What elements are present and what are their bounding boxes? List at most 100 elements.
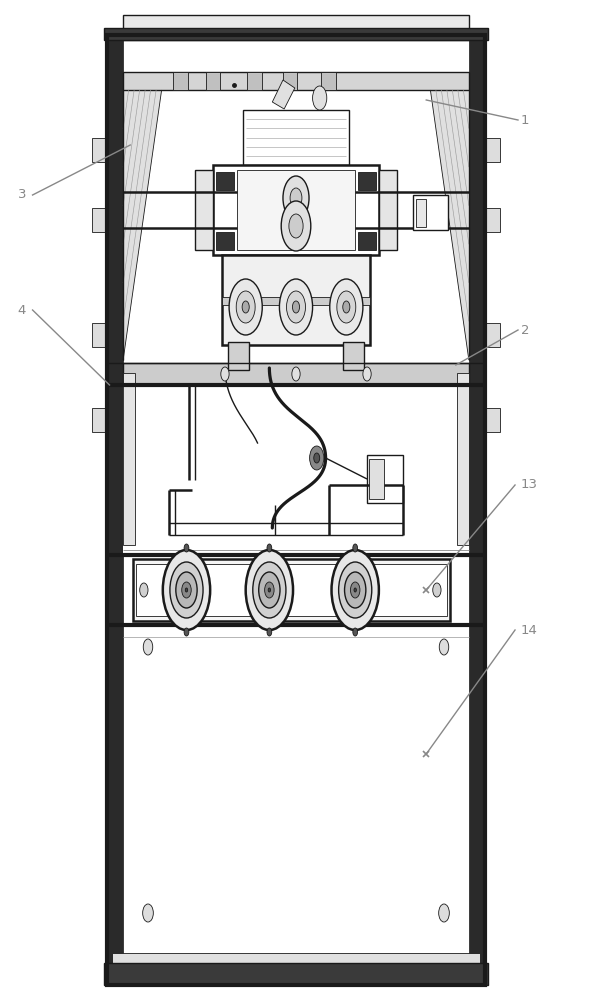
Circle shape [279,279,313,335]
Bar [92,323,108,347]
Bar [213,165,379,255]
Bar [457,373,469,545]
Bar [107,35,485,985]
Circle shape [439,639,449,655]
Circle shape [184,628,189,636]
Circle shape [290,188,302,208]
Bar [104,28,488,40]
Text: 4: 4 [18,304,26,316]
Circle shape [170,562,203,618]
Bar [123,373,135,545]
Circle shape [339,562,372,618]
Polygon shape [430,90,469,360]
Bar [206,72,220,90]
Bar [321,72,336,90]
Bar [123,363,469,555]
Bar [92,138,108,162]
Circle shape [184,544,189,552]
Circle shape [182,582,191,598]
Bar [123,15,469,40]
Bar [367,455,403,503]
Bar [123,72,469,90]
Circle shape [265,582,274,598]
Bar [107,35,485,985]
Circle shape [143,639,153,655]
Bar [112,953,480,963]
Circle shape [176,572,197,608]
Circle shape [185,588,188,592]
Bar [136,564,447,616]
Circle shape [267,628,272,636]
Circle shape [439,904,449,922]
Circle shape [287,291,305,323]
Circle shape [242,301,249,313]
Bar [484,408,500,432]
Text: 3: 3 [18,188,26,202]
Circle shape [140,583,148,597]
Circle shape [246,550,293,630]
Circle shape [292,301,300,313]
Circle shape [268,588,271,592]
Circle shape [281,201,311,251]
Bar [173,72,188,90]
Bar [413,195,448,230]
Circle shape [289,214,303,238]
Circle shape [314,453,320,463]
Circle shape [337,291,356,323]
Bar [243,110,349,165]
Bar [216,232,234,250]
Text: 13: 13 [521,479,538,491]
Circle shape [221,367,229,381]
Circle shape [353,544,358,552]
Circle shape [350,582,360,598]
Circle shape [259,572,280,608]
Bar [123,363,469,385]
Circle shape [345,572,366,608]
Bar [237,170,355,250]
Bar [104,963,488,985]
Bar [469,35,485,985]
Bar [343,342,364,370]
Circle shape [354,588,356,592]
Circle shape [313,86,327,110]
Circle shape [229,279,262,335]
Bar [216,172,234,190]
Bar [379,170,397,250]
Circle shape [353,628,358,636]
Bar [358,172,376,190]
Text: 14: 14 [521,624,538,637]
Circle shape [343,301,350,313]
Bar [133,559,450,621]
Bar [228,342,249,370]
Circle shape [310,446,324,470]
Bar [107,35,123,985]
Bar [283,72,297,90]
Polygon shape [123,90,162,360]
Circle shape [236,291,255,323]
Bar [222,296,370,304]
Bar [484,138,500,162]
Bar [416,199,426,227]
Bar [484,323,500,347]
Bar [195,170,213,250]
Text: 1: 1 [521,113,529,126]
Polygon shape [272,80,295,109]
Circle shape [283,176,309,220]
Bar [484,208,500,232]
Bar [222,255,370,345]
Circle shape [433,583,441,597]
Bar [92,208,108,232]
Bar [92,408,108,432]
Circle shape [330,279,363,335]
Text: 2: 2 [521,324,529,336]
Bar [358,232,376,250]
Circle shape [292,367,300,381]
Circle shape [363,367,371,381]
Circle shape [143,904,153,922]
Bar [247,72,262,90]
Circle shape [253,562,286,618]
Circle shape [332,550,379,630]
Circle shape [163,550,210,630]
Bar [369,459,384,499]
Circle shape [267,544,272,552]
